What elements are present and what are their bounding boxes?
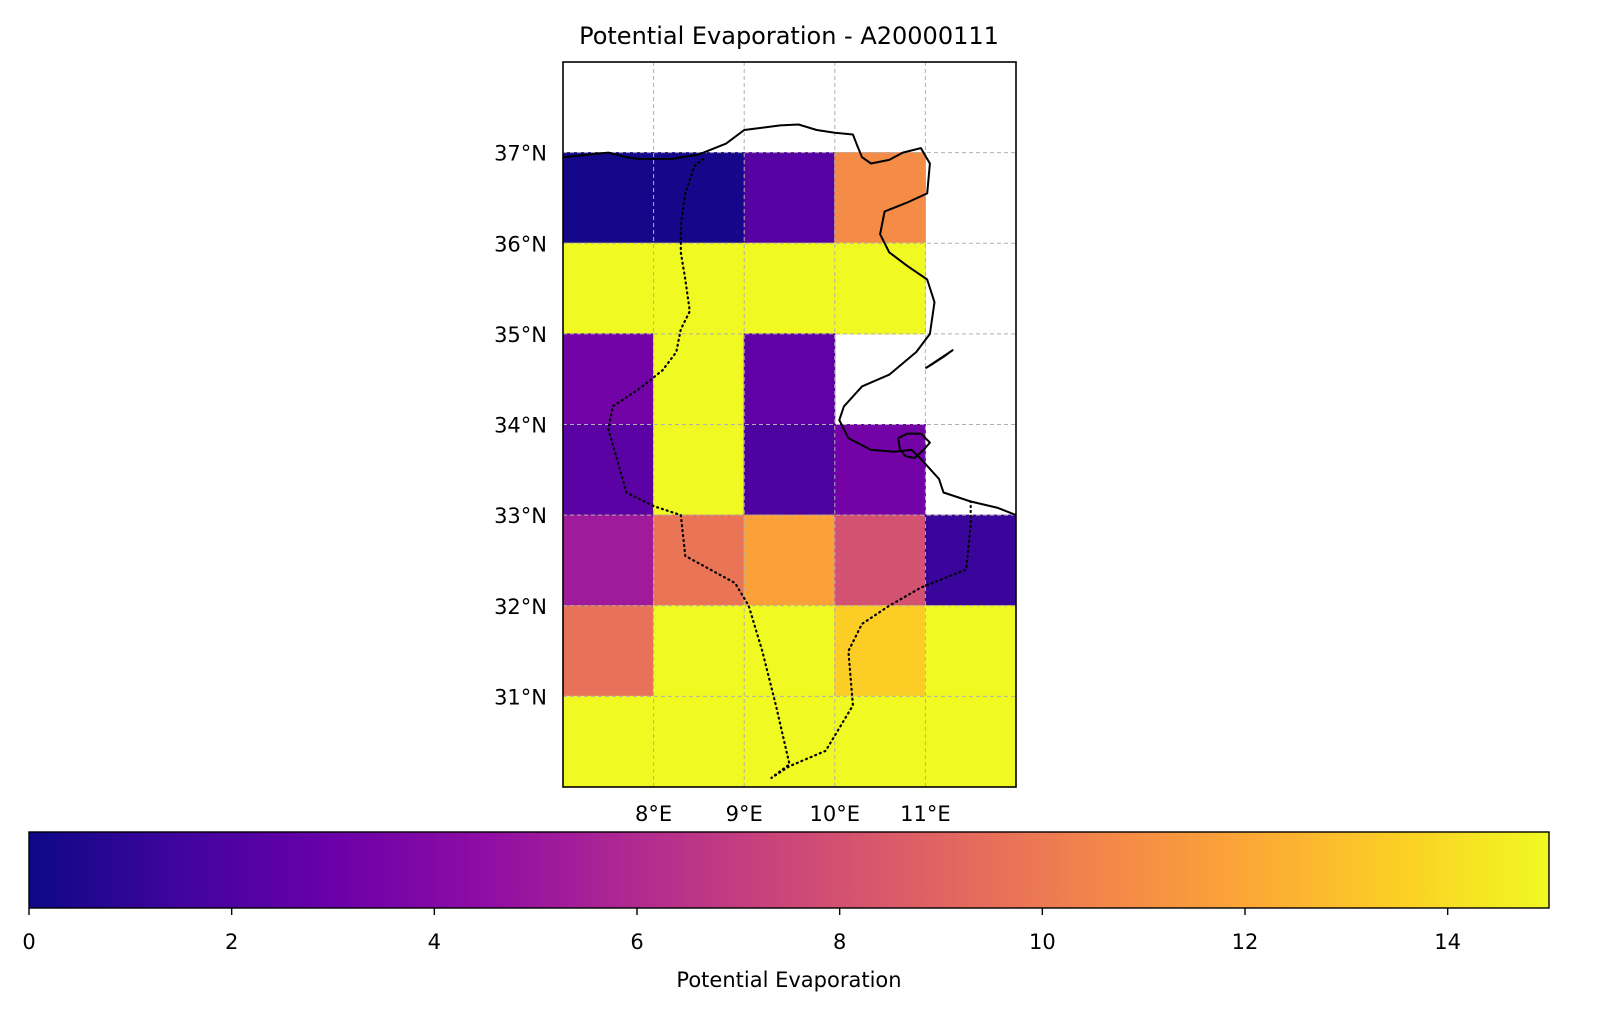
geo-lines [563,123,1016,780]
map-area [563,62,1016,787]
x-tick-label: 11°E [900,802,951,826]
gridlines [563,62,1016,787]
heatmap-cell [653,152,745,244]
y-tick-labels: 31°N 32°N 33°N 34°N 35°N 36°N 37°N [494,142,547,710]
heatmap-cell [563,605,655,697]
heatmap-cell [653,514,745,607]
colorbar-tick-label: 4 [428,930,441,954]
heatmap-cell [834,514,926,607]
x-tick-label: 9°E [726,802,763,826]
colorbar-tick-label: 6 [630,930,643,954]
heatmap-cell [834,695,926,787]
heatmap-cell [834,242,926,335]
y-tick-label: 31°N [494,685,547,709]
colorbar: 0 2 4 6 8 10 12 14 Potential Evaporation [22,831,1550,992]
heatmap-cell [743,152,836,244]
heatmap-cell [653,242,745,335]
heatmap-cell [743,695,836,787]
y-tick-label: 35°N [494,323,547,347]
heatmap-cell [653,605,745,697]
y-tick-label: 34°N [494,414,547,438]
heatmap-cell [743,333,836,425]
heatmap-cell [834,605,926,697]
heatmap-cell [653,695,745,787]
island-djerba [897,432,931,459]
country-border [607,157,972,780]
y-tick-label: 32°N [494,595,547,619]
chart-title: Potential Evaporation - A20000111 [579,22,999,50]
heatmap-cell [924,514,1016,607]
y-tick-label: 36°N [494,232,547,256]
heatmap-cell [563,514,655,607]
colorbar-tick-label: 2 [225,930,238,954]
heatmap-cell [924,695,1016,787]
heatmap-cell [653,333,745,425]
y-tick-label: 33°N [494,504,547,528]
colorbar-tick-label: 14 [1434,930,1461,954]
colorbar-label: Potential Evaporation [676,968,901,992]
x-tick-labels: 8°E 9°E 10°E 11°E [635,802,951,826]
heatmap-cell [743,242,836,335]
island-kerkennah [924,349,954,370]
colorbar-tick-label: 8 [833,930,846,954]
heatmap-cell [743,514,836,607]
map-frame [562,61,1017,788]
colorbar-ticks: 0 2 4 6 8 10 12 14 [22,908,1461,954]
heatmap-cell [563,333,655,425]
heatmap-cell [653,424,745,516]
heatmap-cell [563,152,655,244]
colorbar-tick-label: 0 [22,930,35,954]
heatmap-cell [563,695,655,787]
x-tick-label: 10°E [810,802,861,826]
colorbar-tick-label: 12 [1232,930,1259,954]
heatmap-cell [834,152,926,244]
coastline [563,123,1016,517]
heatmap-cell [563,242,655,335]
colorbar-tick-label: 10 [1029,930,1056,954]
heatmap-cell [563,424,655,516]
heatmap-cells [563,152,1016,787]
colorbar-gradient [28,831,1550,909]
heatmap-cell [924,605,1016,697]
x-tick-label: 8°E [635,802,672,826]
heatmap-cell [743,605,836,697]
y-tick-label: 37°N [494,142,547,166]
heatmap-cell [743,424,836,516]
